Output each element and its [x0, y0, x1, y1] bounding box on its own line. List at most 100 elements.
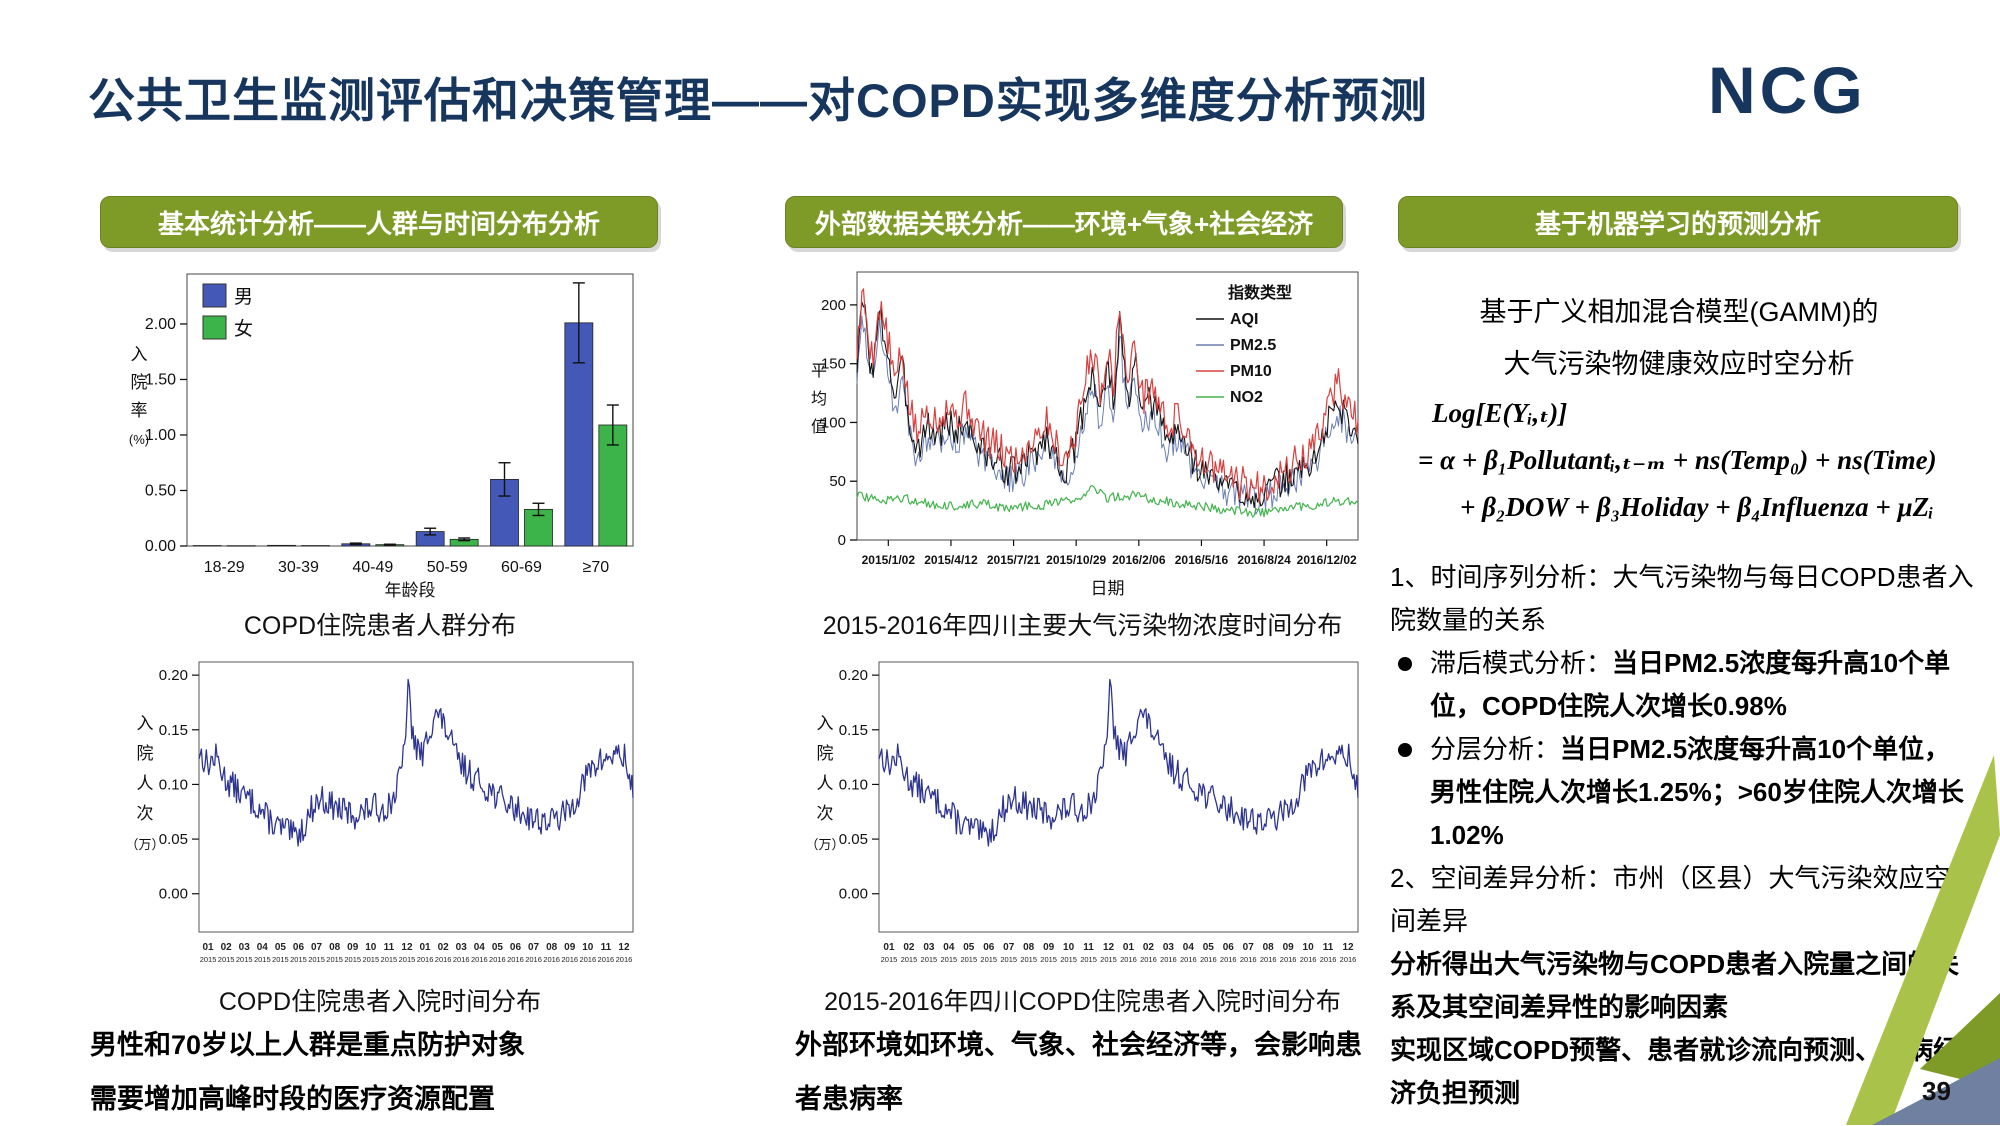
column-header-ml-prediction: 基于机器学习的预测分析 — [1398, 196, 1958, 248]
svg-text:2016: 2016 — [525, 955, 542, 964]
svg-text:（万）: （万） — [125, 837, 164, 852]
svg-text:2015: 2015 — [1060, 955, 1077, 964]
svg-text:入: 入 — [131, 345, 148, 364]
svg-text:NO2: NO2 — [1230, 389, 1263, 406]
svg-text:2015: 2015 — [1000, 955, 1017, 964]
svg-text:2015: 2015 — [236, 955, 253, 964]
svg-text:2016: 2016 — [1200, 955, 1217, 964]
svg-text:2016/5/16: 2016/5/16 — [1175, 553, 1229, 567]
svg-text:09: 09 — [347, 942, 359, 953]
svg-text:2015/4/12: 2015/4/12 — [924, 553, 978, 567]
svg-text:院: 院 — [137, 744, 154, 763]
svg-text:2016: 2016 — [507, 955, 524, 964]
chart-caption: 2015-2016年四川主要大气污染物浓度时间分布 — [822, 612, 1343, 640]
svg-text:女: 女 — [234, 318, 253, 340]
svg-text:2015: 2015 — [901, 955, 918, 964]
svg-text:0.00: 0.00 — [145, 538, 176, 555]
svg-text:04: 04 — [943, 942, 955, 953]
svg-text:（万）: （万） — [805, 837, 844, 852]
analysis-conclusion: 实现区域COPD预警、患者就诊流向预测、疾病经济负担预测 — [1390, 1035, 1960, 1108]
svg-text:2016: 2016 — [1260, 955, 1277, 964]
svg-text:1.00: 1.00 — [145, 427, 176, 444]
svg-text:06: 06 — [293, 942, 305, 953]
svg-text:人: 人 — [817, 774, 834, 793]
left-summary-text: 男性和70岁以上人群是重点防护对象 需要增加高峰时段的医疗资源配置 — [90, 1018, 710, 1126]
corner-triangle-olive — [1920, 993, 2000, 1089]
svg-text:2016: 2016 — [1180, 955, 1197, 964]
svg-text:30-39: 30-39 — [278, 559, 319, 576]
formula-line: + β₂DOW + β₃Holiday + β₄Influenza + μZᵢ — [1460, 492, 1934, 522]
svg-text:12: 12 — [1342, 942, 1354, 953]
svg-text:2016/8/24: 2016/8/24 — [1237, 553, 1291, 567]
summary-line: 需要增加高峰时段的医疗资源配置 — [90, 1084, 495, 1114]
analysis-conclusion: 分析得出大气污染物与COPD患者入院量之间的关系及其空间差异性的影响因素 — [1390, 949, 1960, 1022]
page-number: 39 — [1922, 1076, 1951, 1106]
svg-text:2016: 2016 — [579, 955, 596, 964]
gamm-intro-text: 基于广义相加混合模型(GAMM)的 大气污染物健康效应时空分析 — [1400, 286, 1958, 390]
svg-text:50: 50 — [829, 473, 846, 490]
svg-text:03: 03 — [1163, 942, 1175, 953]
svg-text:0.05: 0.05 — [159, 831, 188, 848]
chart-caption: COPD住院患者人群分布 — [243, 612, 517, 640]
svg-text:平: 平 — [811, 363, 827, 380]
svg-text:07: 07 — [311, 942, 323, 953]
svg-text:2016: 2016 — [1220, 955, 1237, 964]
ncg-logo: NCG — [1708, 53, 1867, 127]
svg-text:08: 08 — [329, 942, 341, 953]
svg-text:2015: 2015 — [399, 955, 416, 964]
svg-text:2016: 2016 — [561, 955, 578, 964]
svg-text:年龄段: 年龄段 — [385, 581, 436, 600]
svg-text:0.00: 0.00 — [839, 886, 868, 903]
svg-text:2.00: 2.00 — [145, 316, 176, 333]
svg-text:0: 0 — [838, 532, 846, 549]
svg-text:06: 06 — [510, 942, 522, 953]
svg-text:1.50: 1.50 — [145, 371, 176, 388]
svg-text:日期: 日期 — [1091, 579, 1125, 598]
svg-text:150: 150 — [821, 356, 846, 373]
svg-text:2016/12/02: 2016/12/02 — [1297, 553, 1357, 567]
svg-text:2016: 2016 — [616, 955, 633, 964]
svg-text:2016: 2016 — [489, 955, 506, 964]
svg-text:10: 10 — [365, 942, 377, 953]
svg-text:05: 05 — [275, 942, 287, 953]
bar-chart-age-sex: 0.00 0.50 1.00 1.50 2.00 入院率 (%) 18-29 30-39 40-4… — [129, 273, 634, 600]
column-header-label: 基本统计分析——人群与时间分布分析 — [157, 208, 600, 239]
svg-text:值: 值 — [811, 418, 827, 436]
svg-text:07: 07 — [1243, 942, 1255, 953]
svg-text:12: 12 — [401, 942, 413, 953]
svg-text:(%): (%) — [129, 432, 149, 447]
formula-line: = α + β₁Pollutantᵢ,ₜ₋ₘ + ns(Temp₀) + ns(… — [1418, 445, 1937, 475]
svg-text:2015/1/02: 2015/1/02 — [862, 553, 916, 567]
svg-text:2016: 2016 — [453, 955, 470, 964]
svg-text:03: 03 — [239, 942, 251, 953]
pollutant-line-chart: 0 50 100 150 200 平均值 2015/1/02 2015/4/12 2015/7/… — [811, 271, 1359, 598]
svg-text:2016: 2016 — [1120, 955, 1137, 964]
svg-text:18-29: 18-29 — [204, 559, 245, 576]
svg-text:2016: 2016 — [1140, 955, 1157, 964]
analysis-item-bullet: 分层分析：当日PM2.5浓度每升高10个单位，男性住院人次增长1.25%；>60… — [1390, 728, 1974, 857]
svg-text:10: 10 — [1063, 942, 1075, 953]
svg-text:10: 10 — [1303, 942, 1315, 953]
svg-text:入: 入 — [137, 714, 154, 733]
svg-text:2015: 2015 — [218, 955, 235, 964]
svg-text:0.20: 0.20 — [159, 667, 188, 684]
svg-text:PM10: PM10 — [1230, 363, 1272, 380]
svg-text:2015: 2015 — [1080, 955, 1097, 964]
svg-text:02: 02 — [221, 942, 233, 953]
svg-text:2016: 2016 — [435, 955, 452, 964]
corner-triangle-blue-gray — [1872, 1058, 2000, 1125]
svg-text:07: 07 — [528, 942, 540, 953]
svg-text:AQI: AQI — [1230, 311, 1258, 328]
summary-line: 男性和70岁以上人群是重点防护对象 — [90, 1030, 526, 1060]
svg-text:2015: 2015 — [272, 955, 289, 964]
svg-text:2016: 2016 — [471, 955, 488, 964]
analysis-item-numbered: 1、时间序列分析：大气污染物与每日COPD患者入院数量的关系 — [1390, 562, 1974, 635]
svg-text:院: 院 — [131, 373, 148, 392]
svg-text:2016: 2016 — [1280, 955, 1297, 964]
svg-text:均: 均 — [811, 390, 827, 408]
svg-text:10: 10 — [582, 942, 594, 953]
corner-decoration — [1846, 755, 2000, 1125]
svg-text:100: 100 — [821, 414, 846, 431]
gamm-formula: Log[E(Yᵢ,ₜ)] = α + β₁Pollutantᵢ,ₜ₋ₘ + ns… — [1418, 390, 1978, 531]
